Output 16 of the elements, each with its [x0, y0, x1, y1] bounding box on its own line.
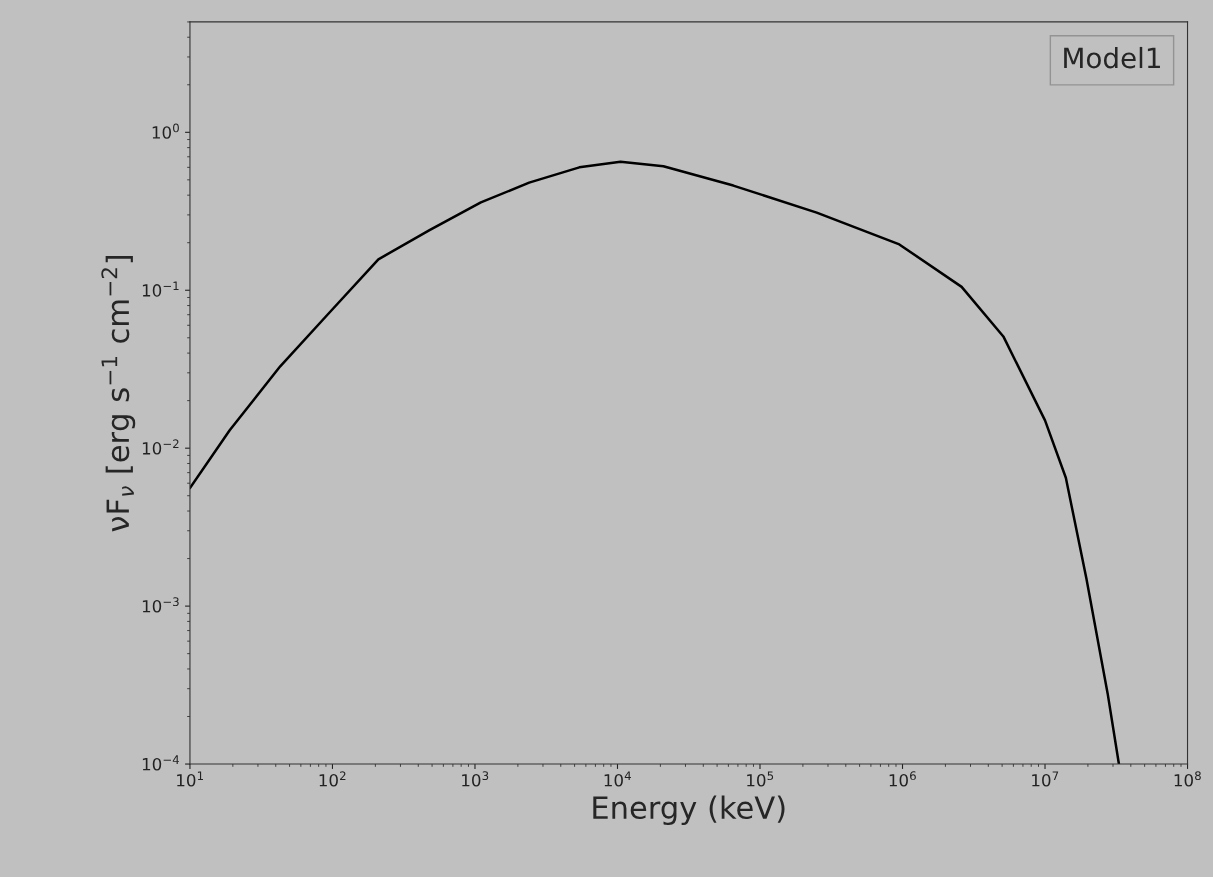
x-tick-label: 10$^{5}$ [747, 771, 774, 787]
y-tick-label: 10$^{0}$ [152, 123, 179, 139]
x-axis-title: Energy (keV) [593, 795, 785, 826]
y-tick-label: 10$^{−1}$ [142, 281, 179, 297]
y-axis-title: νF$_{ν}$ [erg s$^{−1}$ cm$^{−2}$] [101, 255, 136, 532]
x-tick-label: 10$^{8}$ [1174, 771, 1201, 787]
x-tick-label: 10$^{4}$ [604, 771, 631, 787]
x-tick-label: 10$^{6}$ [889, 771, 916, 787]
x-tick-label: 10$^{1}$ [177, 771, 203, 787]
x-tick-label: 10$^{7}$ [1032, 771, 1059, 787]
text: Model1 [1064, 46, 1160, 69]
y-tick-label: 10$^{−3}$ [142, 597, 179, 613]
x-tick-label: 10$^{2}$ [319, 771, 346, 787]
x-tick-label: 10$^{3}$ [462, 771, 489, 787]
y-tick-label: 10$^{−4}$ [142, 755, 179, 771]
y-tick-label: 10$^{−2}$ [142, 439, 179, 455]
